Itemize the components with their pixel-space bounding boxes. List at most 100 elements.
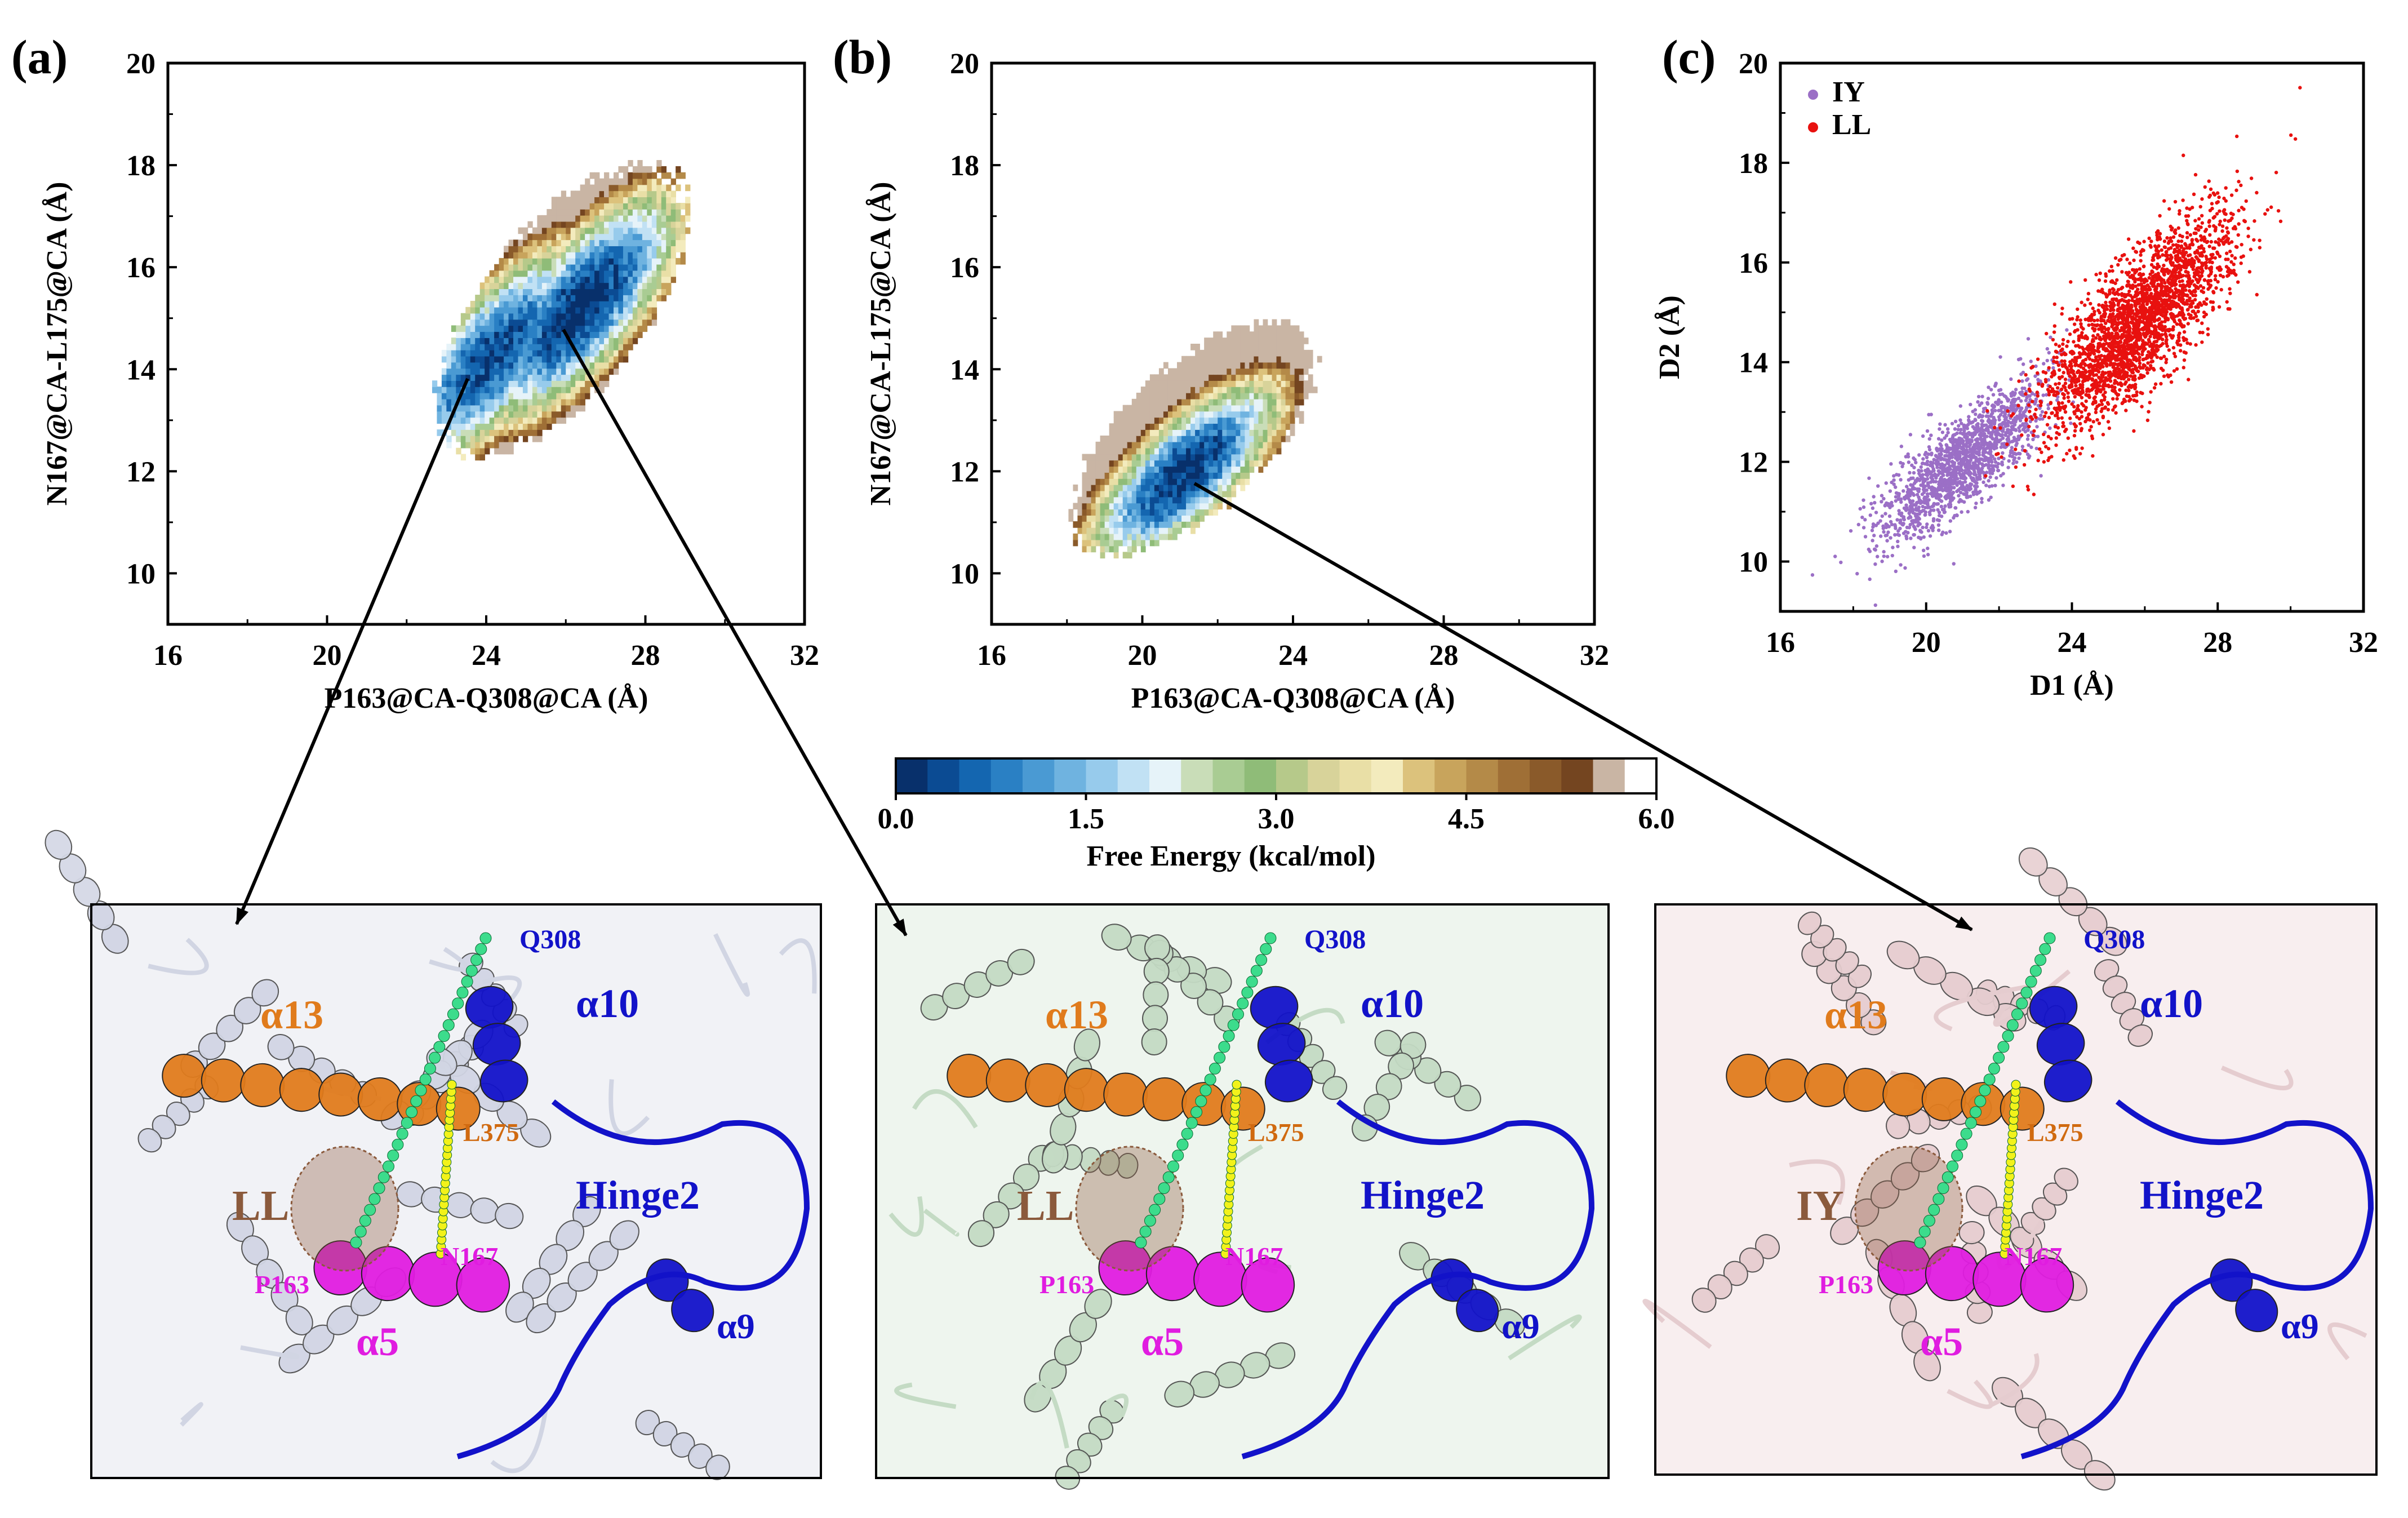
energy-cell: [1276, 331, 1282, 338]
scatter-point: [1951, 482, 1955, 486]
scatter-point: [1971, 492, 1976, 496]
energy-cell: [1113, 466, 1119, 473]
scatter-point: [1927, 498, 1931, 502]
scatter-point: [2039, 474, 2043, 478]
energy-cell: [614, 288, 619, 295]
energy-cell: [527, 282, 533, 290]
scatter-point: [1908, 433, 1913, 437]
energy-cell: [489, 344, 495, 350]
energy-cell: [1131, 539, 1137, 547]
energy-cell: [1163, 398, 1169, 406]
scatter-point: [1932, 458, 1936, 461]
energy-cell: [1245, 338, 1250, 344]
scatter-point: [1991, 429, 1996, 434]
energy-cell: [575, 239, 581, 246]
energy-cell: [1118, 503, 1123, 510]
energy-cell: [1095, 533, 1101, 540]
energy-cell: [570, 233, 576, 241]
energy-cell: [585, 356, 590, 363]
scatter-point: [1904, 530, 1908, 534]
energy-cell: [541, 349, 548, 357]
energy-cell: [499, 295, 504, 301]
energy-cell: [628, 215, 633, 222]
energy-cell: [1218, 423, 1223, 430]
energy-cell: [470, 398, 476, 406]
energy-cell: [580, 368, 585, 375]
energy-cell: [527, 423, 533, 430]
energy-cell: [1267, 454, 1273, 461]
scatter-point: [1945, 466, 1950, 470]
energy-cell: [437, 398, 442, 406]
energy-cell: [608, 344, 614, 350]
energy-cell: [1199, 454, 1205, 461]
scatter-point: [2094, 355, 2098, 359]
energy-cell: [1104, 503, 1110, 510]
energy-cell: [451, 368, 457, 375]
energy-cell: [1145, 411, 1150, 418]
scatter-point: [1945, 427, 1950, 431]
energy-cell: [1140, 527, 1146, 534]
energy-cell: [604, 184, 610, 192]
energy-cell: [1231, 380, 1237, 387]
energy-cell: [451, 398, 457, 406]
energy-cell: [1163, 521, 1169, 528]
energy-cell: [1199, 503, 1205, 510]
energy-cell: [1104, 533, 1110, 540]
energy-cell: [1236, 417, 1241, 424]
energy-cell: [1276, 447, 1282, 455]
energy-cell: [456, 447, 461, 455]
scatter-point: [1935, 463, 1939, 467]
energy-cell: [1136, 478, 1141, 485]
scatter-point: [1927, 447, 1932, 452]
energy-cell: [1199, 368, 1205, 375]
energy-cell: [541, 344, 548, 350]
energy-cell: [1149, 490, 1155, 498]
scatter-point: [1868, 513, 1872, 517]
scatter-point: [1908, 471, 1912, 475]
energy-cell: [479, 405, 485, 412]
energy-cell: [508, 411, 514, 418]
energy-cell: [1190, 484, 1196, 491]
scatter-point: [2002, 394, 2007, 398]
energy-cell: [589, 276, 595, 283]
energy-cell: [589, 264, 595, 271]
energy-cell: [666, 190, 672, 198]
scatter-point: [1914, 507, 1918, 511]
energy-cell: [575, 307, 581, 314]
scatter-point: [1989, 495, 1993, 499]
energy-cell: [589, 197, 595, 203]
energy-cell: [1122, 417, 1128, 424]
energy-cell: [1131, 466, 1137, 473]
scatter-point: [2015, 437, 2019, 442]
energy-cell: [561, 239, 567, 246]
energy-cell: [585, 313, 590, 320]
energy-cell: [513, 325, 519, 332]
energy-cell: [1222, 447, 1228, 455]
energy-cell: [1154, 405, 1159, 412]
scatter-point: [1984, 463, 1988, 467]
energy-cell: [623, 338, 629, 344]
energy-cell: [599, 215, 605, 222]
energy-cell: [594, 282, 600, 290]
energy-cell: [1186, 374, 1191, 381]
energy-cell: [1131, 447, 1137, 455]
energy-cell: [460, 392, 467, 400]
scatter-point: [2028, 383, 2032, 387]
energy-cell: [1113, 539, 1119, 547]
energy-cell: [589, 252, 595, 259]
energy-cell: [475, 325, 481, 332]
energy-cell: [518, 270, 523, 277]
energy-cell: [556, 325, 562, 332]
energy-cell: [1209, 503, 1214, 510]
energy-cell: [527, 233, 533, 241]
energy-cell: [642, 252, 648, 259]
energy-cell: [513, 392, 519, 400]
energy-cell: [1236, 478, 1241, 485]
energy-cell: [651, 197, 657, 203]
energy-cell: [1204, 478, 1209, 485]
energy-cell: [561, 288, 567, 295]
energy-cell: [1113, 441, 1119, 449]
energy-cell: [1272, 349, 1277, 357]
energy-cell: [575, 319, 581, 326]
energy-cell: [1181, 374, 1187, 381]
